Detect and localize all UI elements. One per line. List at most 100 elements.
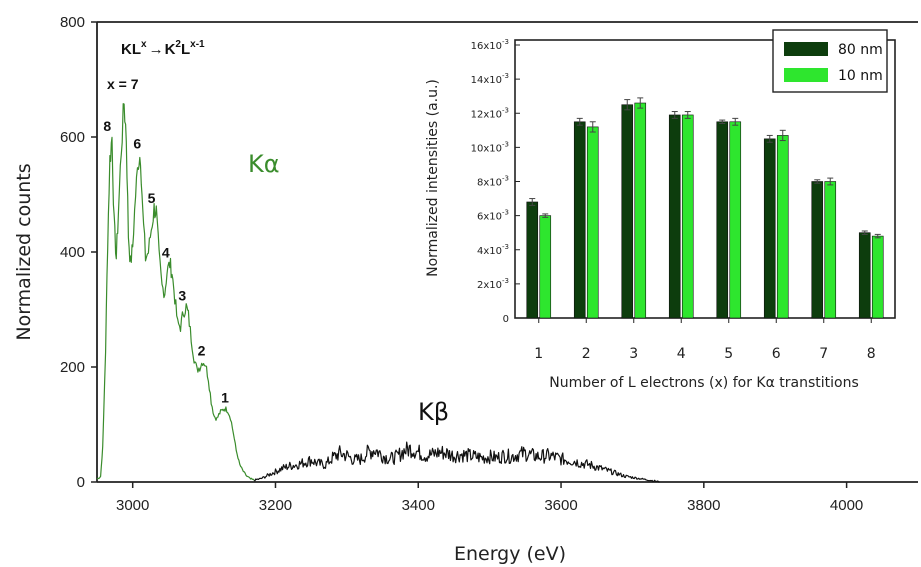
transition-prefix: KL	[121, 41, 141, 58]
main-y-tick-label: 400	[60, 244, 85, 261]
kb-series-line	[253, 441, 660, 483]
peak-label: 4	[162, 245, 170, 261]
inset-x-tick-label: 7	[819, 346, 828, 362]
ka-series-line	[96, 103, 255, 481]
bar-80nm	[858, 232, 871, 319]
legend-label-80nm: 80 nm	[838, 42, 883, 58]
svg-text:KLx→K2Lx-1: KLx →K2Lx-1	[121, 39, 205, 58]
inset-y-tick-label: 0	[503, 314, 509, 325]
bar-10nm	[586, 126, 599, 319]
legend-swatch-80nm	[784, 42, 828, 56]
bar-10nm	[634, 102, 647, 319]
inset-y-tick-exponent: -3	[502, 72, 509, 80]
inset-y-tick-mantissa: 0	[503, 314, 509, 325]
inset-y-tick-mantissa: 2x10	[477, 280, 502, 291]
inset-y-tick-label: 14x10-3	[471, 72, 509, 86]
x-equals-label: x = 7	[107, 76, 139, 92]
bar-80nm	[811, 181, 824, 319]
main-y-axis-title: Normalized counts	[13, 163, 35, 340]
main-x-tick-label: 3000	[116, 497, 149, 514]
bar-80nm	[526, 201, 539, 319]
bar-80nm	[668, 114, 681, 319]
inset-y-ticks: 02x10-34x10-36x10-38x10-310x10-312x10-31…	[471, 38, 520, 325]
bar-10nm	[539, 215, 552, 319]
transition-annotation: KLx →K2Lx-1	[121, 39, 205, 58]
inset-legend: 80 nm 10 nm	[772, 29, 888, 93]
main-x-axis-title: Energy (eV)	[454, 543, 566, 565]
inset-y-tick-mantissa: 8x10	[477, 178, 502, 189]
kb-label: Kβ	[418, 398, 449, 426]
bar-10nm	[871, 235, 884, 319]
transition-prefix-sup: x	[141, 39, 147, 50]
inset-y-tick-label: 12x10-3	[471, 106, 509, 120]
inset-x-tick-label: 6	[772, 346, 781, 362]
peak-label: 5	[148, 190, 156, 206]
bar-10nm	[776, 135, 789, 319]
inset-y-tick-label: 10x10-3	[471, 140, 509, 154]
inset-x-tick-label: 4	[677, 346, 686, 362]
bar-10nm	[824, 181, 837, 319]
inset-x-ticks: 1 2 3 4 5 6 7 8	[534, 318, 876, 362]
inset-y-tick-exponent: -3	[502, 277, 509, 285]
main-y-tick-label: 0	[77, 474, 85, 491]
inset-y-tick-label: 4x10-3	[477, 243, 509, 257]
peak-labels: 8 6 5 4 3 2 1	[103, 118, 229, 405]
inset-y-tick-mantissa: 4x10	[477, 246, 502, 257]
bar-10nm	[681, 114, 694, 319]
inset-chart: 02x10-34x10-36x10-38x10-310x10-312x10-31…	[425, 29, 896, 391]
bar-80nm	[573, 121, 586, 319]
main-y-ticks: 0 200 400 600 800	[60, 14, 97, 491]
transition-result-sup: 2	[175, 39, 181, 50]
main-y-tick-label: 600	[60, 129, 85, 146]
transition-result: K	[165, 41, 176, 58]
inset-x-tick-label: 1	[534, 346, 543, 362]
legend-label-10nm: 10 nm	[838, 68, 883, 84]
bar-10nm	[729, 121, 742, 319]
inset-x-tick-label: 5	[724, 346, 733, 362]
main-x-tick-label: 4000	[830, 497, 863, 514]
inset-x-tick-label: 3	[629, 346, 638, 362]
inset-y-tick-mantissa: 12x10	[471, 109, 502, 120]
transition-arrow: →	[149, 41, 164, 58]
inset-y-tick-mantissa: 14x10	[471, 75, 502, 86]
inset-y-tick-exponent: -3	[502, 243, 509, 251]
inset-y-tick-exponent: -3	[502, 209, 509, 217]
inset-y-tick-exponent: -3	[502, 140, 509, 148]
main-x-ticks: 3000 3200 3400 3600 3800 4000	[116, 482, 863, 514]
inset-y-tick-exponent: -3	[502, 38, 509, 46]
peak-label: 8	[103, 118, 111, 134]
inset-bars	[526, 97, 884, 319]
inset-y-axis-title: Normalized intensities (a.u.)	[425, 79, 441, 277]
bar-80nm	[621, 104, 634, 319]
inset-x-axis-title: Number of L electrons (x) for Kα transti…	[549, 375, 859, 391]
inset-y-tick-mantissa: 16x10	[471, 41, 502, 52]
main-x-tick-label: 3200	[259, 497, 292, 514]
bar-80nm	[716, 121, 729, 319]
inset-y-tick-mantissa: 6x10	[477, 212, 502, 223]
inset-y-tick-label: 6x10-3	[477, 209, 509, 223]
peak-label: 6	[133, 135, 141, 151]
main-x-tick-label: 3800	[687, 497, 720, 514]
main-x-tick-label: 3400	[402, 497, 435, 514]
peak-label: 3	[178, 288, 186, 304]
inset-y-tick-mantissa: 10x10	[471, 143, 502, 154]
ka-label: Kα	[248, 150, 280, 178]
main-y-tick-label: 800	[60, 14, 85, 31]
inset-y-tick-exponent: -3	[502, 175, 509, 183]
inset-x-tick-label: 2	[582, 346, 591, 362]
transition-result-sup2: x-1	[190, 39, 205, 50]
main-y-tick-label: 200	[60, 359, 85, 376]
inset-y-tick-exponent: -3	[502, 106, 509, 114]
inset-x-tick-label: 8	[867, 346, 876, 362]
peak-label: 1	[221, 389, 229, 405]
inset-y-tick-label: 16x10-3	[471, 38, 509, 52]
inset-y-tick-label: 8x10-3	[477, 175, 509, 189]
transition-result-mid: L	[181, 41, 190, 58]
bar-80nm	[763, 138, 776, 319]
peak-label: 2	[198, 342, 206, 358]
inset-y-tick-label: 2x10-3	[477, 277, 509, 291]
main-x-tick-label: 3600	[544, 497, 577, 514]
legend-swatch-10nm	[784, 68, 828, 82]
main-series	[96, 103, 660, 483]
